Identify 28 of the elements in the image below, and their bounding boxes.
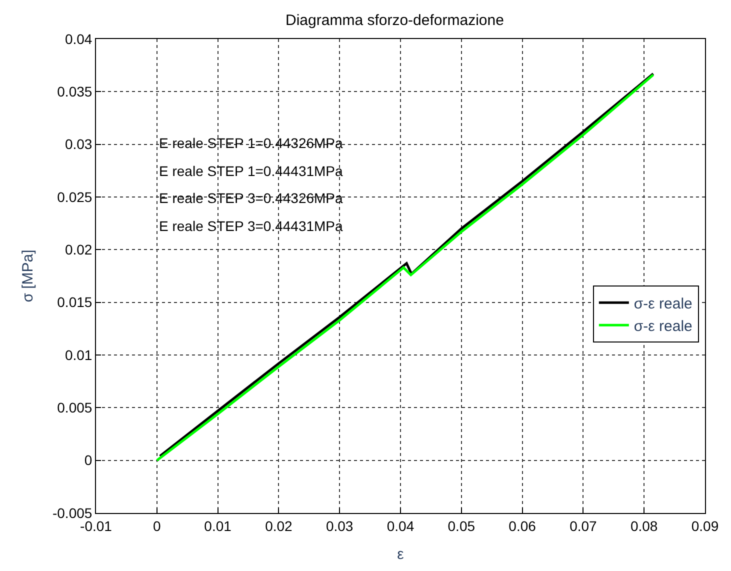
x-tick-label: 0.01 (204, 518, 232, 534)
y-tick-label: 0.035 (57, 84, 92, 100)
annotation: E reale STEP 1=0.44431MPa (159, 163, 344, 179)
y-axis-title: σ [MPa] (20, 250, 37, 302)
x-tick-label: 0.06 (508, 518, 536, 534)
x-tick-label: 0.02 (265, 518, 293, 534)
x-tick-label: 0.03 (326, 518, 354, 534)
x-axis-title: ε (397, 546, 404, 563)
x-tick-label: 0 (153, 518, 161, 534)
y-tick-label: 0.04 (64, 30, 92, 47)
legend-label: σ-ε reale (634, 318, 692, 336)
y-tick-label: 0 (84, 452, 92, 468)
y-tick-label: 0.025 (57, 188, 92, 205)
legend-label: σ-ε reale (634, 296, 692, 313)
x-tick-label: 0.07 (570, 518, 598, 534)
y-tick-label: 0.03 (64, 136, 92, 152)
annotation: E reale STEP 1=0.44326MPa (159, 135, 344, 151)
x-tick-label: 0.08 (630, 518, 658, 534)
x-tick-label: 0.09 (691, 518, 719, 534)
y-tick-label: 0.005 (57, 400, 92, 416)
x-tick-label: 0.04 (386, 518, 414, 534)
y-tick-label: 0.015 (57, 294, 92, 310)
annotation: E reale STEP 3=0.44431MPa (159, 218, 344, 234)
y-tick-label: 0.01 (64, 346, 92, 363)
x-tick-label: 0.05 (448, 518, 476, 534)
annotation: E reale STEP 3=0.44326MPa (159, 190, 344, 206)
y-tick-label: 0.02 (64, 242, 92, 258)
chart-title: Diagramma sforzo-deformazione (286, 12, 504, 29)
